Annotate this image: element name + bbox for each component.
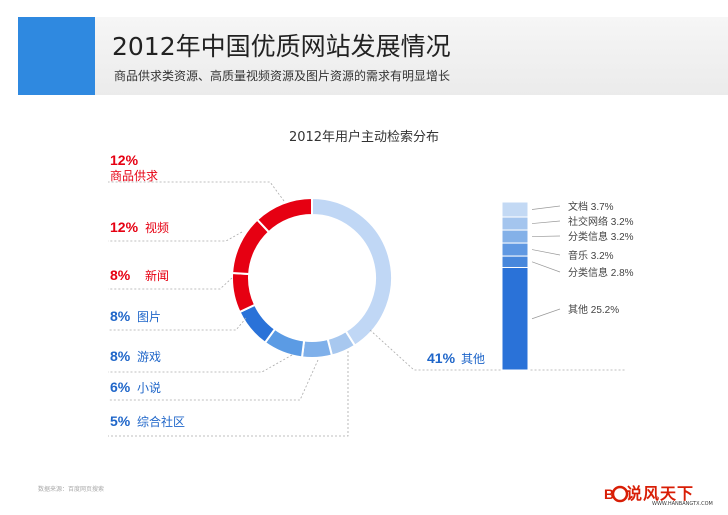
donut-slice-5: [231, 271, 257, 314]
data-source-note: 数据来源：百度网页搜索: [38, 486, 105, 493]
bar-leader-2: [531, 235, 561, 237]
bar-segment-label-4: 分类信息 2.8%: [568, 266, 634, 279]
donut-slice-7: [255, 196, 313, 234]
title-band: [95, 17, 728, 95]
donut-category-label-2: 小说: [137, 380, 161, 395]
donut-chart: [231, 196, 393, 359]
logo-url: WWW.HANBANGTX.COM: [652, 501, 713, 507]
donut-slice-0: [311, 196, 393, 347]
bar-segment-label-5: 其他 25.2%: [568, 303, 619, 316]
bar-segment-4: [501, 255, 529, 268]
bar-segment-label-1: 社交网络 3.2%: [568, 215, 634, 228]
donut-value-label-2: 6%: [110, 379, 131, 395]
bar-segment-label-0: 文档 3.7%: [568, 200, 614, 213]
donut-category-label-4: 图片: [137, 310, 161, 324]
donut-value-label-7: 12%: [110, 152, 139, 168]
donut-category-label-0: 其他: [461, 352, 485, 366]
bar-leader-5: [531, 308, 561, 320]
donut-value-label-3: 8%: [110, 348, 131, 364]
donut-category-label-5: 新闻: [145, 268, 169, 283]
donut-value-label-4: 8%: [110, 308, 131, 324]
bar-leader-4: [531, 261, 561, 273]
bar-segment-2: [501, 229, 529, 244]
donut-leader-lines: [108, 181, 625, 437]
donut-leader-5: [108, 277, 233, 290]
stacked-bar-labels: 文档 3.7% 社交网络 3.2% 分类信息 3.2% 音乐 3.2% 分类信息 2.8…: [531, 200, 634, 320]
bar-segment-label-3: 音乐 3.2%: [568, 249, 614, 262]
donut-value-label-0: 41%: [427, 350, 456, 366]
logo-text: 说风天下: [626, 484, 695, 503]
bar-segment-1: [501, 216, 529, 231]
bar-leader-0: [531, 205, 561, 210]
donut-value-label-6: 12%: [110, 219, 139, 235]
donut-leader-3: [108, 354, 293, 373]
donut-category-label-7: 商品供求: [110, 168, 158, 183]
chart-title: 2012年用户主动检索分布: [288, 130, 440, 145]
bar-segment-5: [501, 266, 529, 371]
accent-block: [18, 17, 95, 95]
donut-leader-0: [369, 329, 625, 371]
donut-category-label-6: 视频: [145, 220, 169, 235]
bar-leader-1: [531, 220, 561, 224]
donut-leader-7: [108, 181, 285, 202]
bar-segment-label-2: 分类信息 3.2%: [568, 230, 634, 243]
donut-leader-1: [108, 351, 349, 437]
donut-slice-6: [231, 218, 271, 276]
page-subtitle: 商品供求类资源、高质量视频资源及图片资源的需求有明显增长: [114, 69, 451, 83]
logo-mark: B: [604, 485, 629, 503]
donut-category-label-3: 游戏: [137, 350, 161, 364]
donut-leader-4: [108, 317, 247, 331]
donut-value-label-1: 5%: [110, 413, 131, 429]
donut-category-label-1: 综合社区: [137, 414, 185, 429]
bar-leader-3: [531, 249, 561, 256]
bar-segment-3: [501, 242, 529, 257]
bar-segment-0: [501, 201, 529, 218]
svg-text:B: B: [604, 486, 614, 502]
donut-value-label-5: 8%: [110, 267, 131, 283]
stacked-bar: [501, 201, 529, 371]
donut-slice-2: [300, 337, 334, 359]
page-title: 2012年中国优质网站发展情况: [112, 32, 451, 61]
donut-leader-6: [108, 231, 243, 242]
